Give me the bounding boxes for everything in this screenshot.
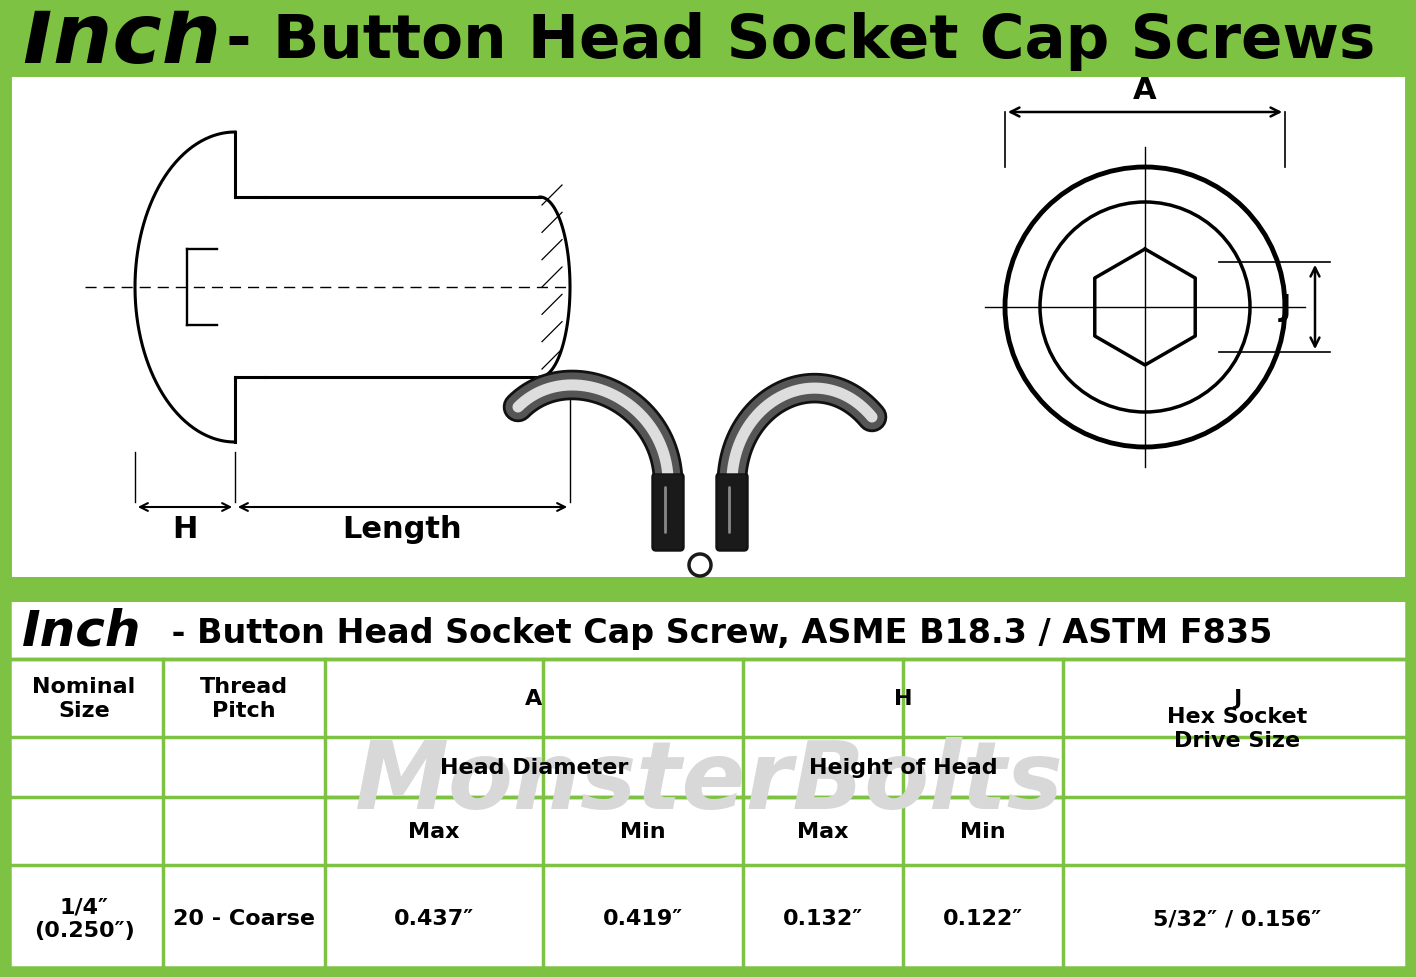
Text: 0.122″: 0.122″ — [943, 909, 1024, 928]
Text: J: J — [1233, 688, 1242, 708]
Text: H: H — [893, 688, 912, 708]
Text: - Button Head Socket Cap Screw, ASME B18.3 / ASTM F835: - Button Head Socket Cap Screw, ASME B18… — [160, 616, 1273, 650]
Text: A: A — [1133, 76, 1157, 106]
Text: Inch: Inch — [23, 0, 221, 80]
Text: Head Diameter: Head Diameter — [440, 757, 629, 778]
Text: 20 - Coarse: 20 - Coarse — [173, 909, 314, 928]
Text: 5/32″ / 0.156″: 5/32″ / 0.156″ — [1153, 909, 1321, 928]
Text: J: J — [1279, 293, 1291, 322]
Bar — [6, 603, 1410, 659]
Bar — [6, 0, 1410, 78]
Text: A: A — [525, 688, 542, 708]
FancyBboxPatch shape — [653, 475, 683, 550]
Text: 0.419″: 0.419″ — [603, 909, 683, 928]
Text: Hex Socket
Drive Size: Hex Socket Drive Size — [1167, 706, 1307, 749]
Text: Inch: Inch — [23, 608, 142, 656]
FancyBboxPatch shape — [651, 474, 684, 551]
Text: - Button Head Socket Cap Screws: - Button Head Socket Cap Screws — [205, 13, 1375, 71]
Text: H: H — [173, 515, 198, 544]
Text: Max: Max — [408, 821, 460, 841]
Text: Min: Min — [620, 821, 666, 841]
FancyBboxPatch shape — [716, 474, 748, 551]
Text: MonsterBolts: MonsterBolts — [354, 737, 1062, 828]
Text: Nominal
Size: Nominal Size — [33, 677, 136, 720]
Text: 1/4″
(0.250″): 1/4″ (0.250″) — [34, 897, 135, 940]
Text: 0.132″: 0.132″ — [783, 909, 864, 928]
Bar — [6, 659, 1410, 972]
Bar — [6, 577, 1410, 603]
Text: Min: Min — [960, 821, 1005, 841]
Text: 0.437″: 0.437″ — [394, 909, 474, 928]
Text: Thread
Pitch: Thread Pitch — [200, 677, 287, 720]
FancyBboxPatch shape — [716, 475, 748, 550]
Text: Length: Length — [343, 515, 462, 544]
Text: Max: Max — [797, 821, 848, 841]
Text: Height of Head: Height of Head — [809, 757, 997, 778]
